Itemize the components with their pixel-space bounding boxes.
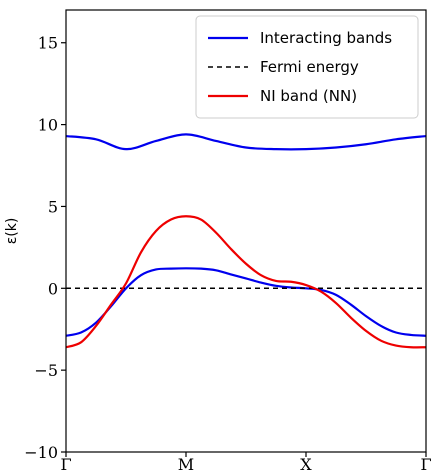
series-line-ni-band-nn-3 bbox=[66, 215, 426, 349]
plot-frame bbox=[65, 9, 427, 453]
y-tick-label: 10 bbox=[38, 116, 58, 135]
plot-layer bbox=[66, 133, 426, 349]
x-tick-label: M bbox=[178, 455, 194, 471]
legend-label-interacting-bands: Interacting bands bbox=[260, 29, 392, 47]
legend-label-fermi-energy: Fermi energy bbox=[260, 58, 359, 76]
y-tick-label: 5 bbox=[48, 197, 58, 216]
x-tick-label: X bbox=[300, 455, 312, 471]
x-tick-label: Γ bbox=[60, 455, 71, 471]
series-line-interacting-bands-0 bbox=[66, 133, 426, 151]
legend-label-ni-band-nn: NI band (NN) bbox=[260, 87, 357, 105]
y-tick-label: −5 bbox=[34, 361, 58, 380]
axes-layer: −10 −5 0 5 10 15 Γ M X Γε(k) bbox=[4, 9, 432, 471]
y-tick-label: −10 bbox=[24, 443, 58, 462]
x-tick-label: Γ bbox=[420, 455, 431, 471]
legend: Interacting bands Fermi energy NI band (NN… bbox=[195, 15, 419, 119]
legend-box bbox=[195, 15, 419, 119]
y-tick-label: 15 bbox=[38, 34, 58, 53]
series-line-interacting-bands-1 bbox=[66, 267, 426, 337]
y-axis-label: ε(k) bbox=[4, 218, 20, 245]
y-tick-label: 0 bbox=[48, 279, 58, 298]
